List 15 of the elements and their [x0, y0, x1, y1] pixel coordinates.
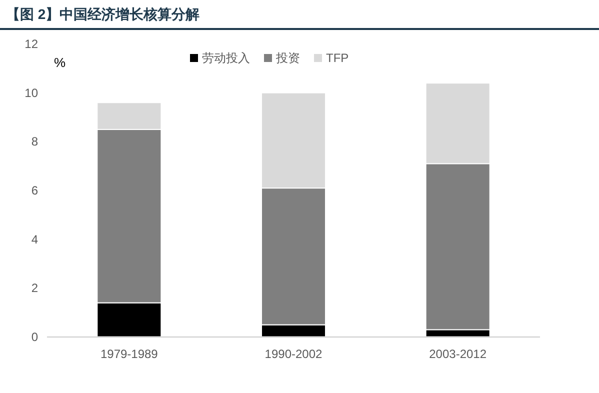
y-tick-label: 2: [31, 281, 38, 296]
legend-label: 劳动投入: [202, 51, 250, 65]
legend-label: 投资: [275, 51, 300, 65]
y-tick-label: 4: [31, 232, 38, 246]
y-axis-title: %: [54, 55, 66, 70]
title: 【图 2】中国经济增长核算分解: [6, 6, 200, 22]
y-tick-label: 6: [31, 184, 38, 198]
y-tick-label: 10: [24, 86, 38, 100]
x-tick-label: 1990-2002: [264, 347, 323, 361]
y-tick-label: 8: [31, 134, 38, 149]
x-tick-label: 2003-2012: [429, 347, 487, 361]
y-tick-label: 12: [24, 37, 38, 51]
y-tick-label: 0: [31, 330, 38, 344]
legend-label: TFP: [326, 51, 349, 65]
x-tick-label: 1979-1989: [100, 347, 158, 361]
